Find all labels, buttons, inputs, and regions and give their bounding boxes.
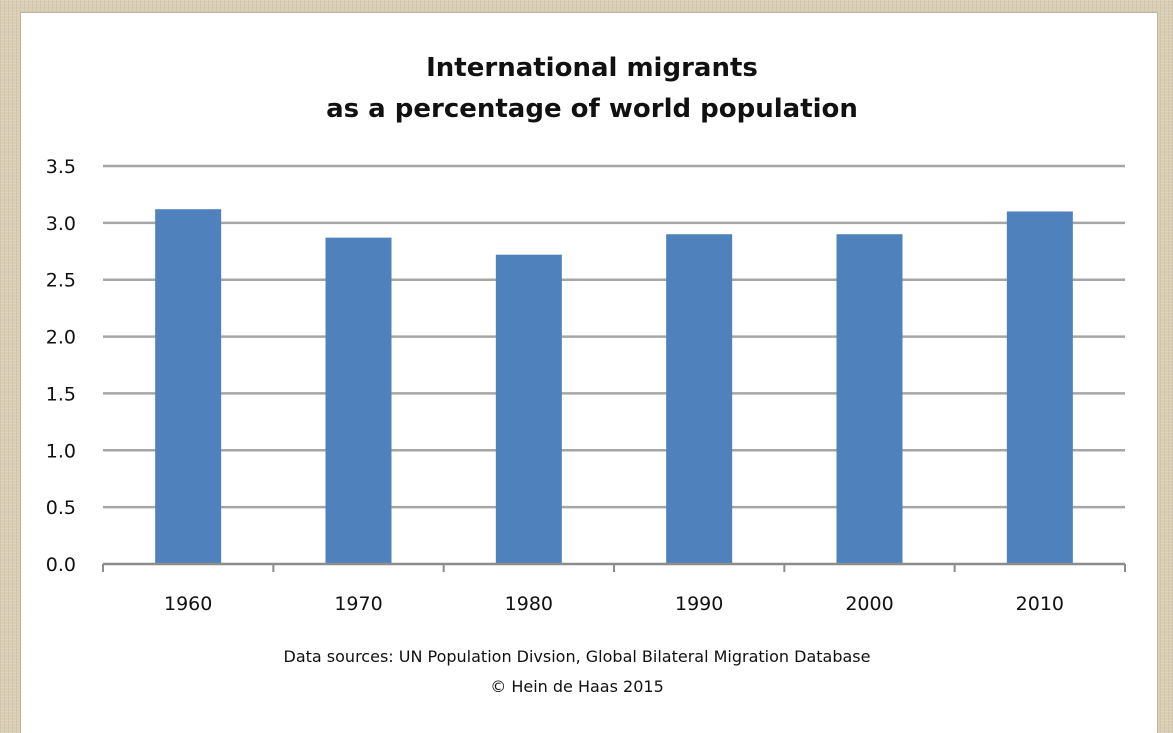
y-tick-label: 1.5 <box>46 383 76 405</box>
chart-title-line-1: International migrants <box>426 53 758 83</box>
x-tick-label: 1970 <box>334 593 382 615</box>
x-axis-tick-labels: 1960 1970 1980 1990 2000 2010 <box>164 593 1064 615</box>
gridlines <box>103 164 1125 509</box>
chart-source-note: Data sources: UN Population Divsion, Glo… <box>284 647 871 696</box>
bar-2010 <box>1006 211 1073 564</box>
y-tick-label: 3.0 <box>46 213 76 235</box>
chart-title: International migrants as a percentage o… <box>326 53 858 124</box>
bars <box>155 209 1073 564</box>
bar-2000 <box>836 234 903 564</box>
copyright-text: © Hein de Haas 2015 <box>490 677 664 696</box>
chart-title-line-2: as a percentage of world population <box>326 94 858 124</box>
y-tick-label: 3.5 <box>46 156 76 178</box>
y-axis-tick-labels: 0.0 0.5 1.0 1.5 2.0 2.5 3.0 3.5 <box>46 156 76 576</box>
bar-1980 <box>495 254 562 564</box>
y-tick-label: 1.0 <box>46 440 76 462</box>
x-tick-label: 2010 <box>1016 593 1064 615</box>
y-tick-label: 0.5 <box>46 497 76 519</box>
x-axis <box>102 562 1126 572</box>
data-source-text: Data sources: UN Population Divsion, Glo… <box>284 647 871 666</box>
x-tick-label: 1960 <box>164 593 212 615</box>
y-tick-label: 2.0 <box>46 327 76 349</box>
x-tick-label: 1980 <box>505 593 553 615</box>
x-tick-label: 1990 <box>675 593 723 615</box>
x-tick-label: 2000 <box>845 593 893 615</box>
y-tick-label: 0.0 <box>46 554 76 576</box>
bar-1960 <box>155 209 222 564</box>
bar-1990 <box>666 234 733 564</box>
bar-1970 <box>325 237 392 564</box>
y-tick-label: 2.5 <box>46 270 76 292</box>
